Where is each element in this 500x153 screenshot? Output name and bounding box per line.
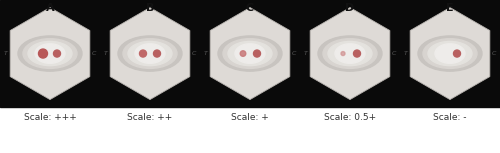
Ellipse shape (135, 44, 165, 63)
Text: A: A (46, 3, 54, 13)
Text: D: D (346, 3, 354, 13)
Text: Scale: +++: Scale: +++ (24, 113, 76, 122)
Ellipse shape (28, 41, 72, 66)
Ellipse shape (128, 41, 172, 66)
Ellipse shape (240, 51, 246, 56)
Text: T: T (304, 51, 308, 56)
Ellipse shape (254, 50, 260, 57)
Text: C: C (292, 51, 296, 56)
Text: Scale: +: Scale: + (231, 113, 269, 122)
Text: E: E (446, 3, 454, 13)
Text: B: B (146, 3, 154, 13)
Ellipse shape (118, 36, 182, 71)
Ellipse shape (328, 41, 372, 66)
Ellipse shape (335, 44, 365, 63)
Text: T: T (204, 51, 208, 56)
Ellipse shape (435, 44, 465, 63)
Text: C: C (246, 3, 254, 13)
Text: C: C (392, 51, 396, 56)
Text: Scale: 0.5+: Scale: 0.5+ (324, 113, 376, 122)
Ellipse shape (318, 36, 382, 71)
Ellipse shape (354, 50, 360, 57)
Text: C: C (192, 51, 196, 56)
Text: Scale: ++: Scale: ++ (128, 113, 172, 122)
Polygon shape (410, 7, 490, 100)
Text: T: T (404, 51, 408, 56)
Ellipse shape (423, 39, 477, 68)
Ellipse shape (428, 41, 472, 66)
Ellipse shape (235, 44, 265, 63)
Text: C: C (92, 51, 96, 56)
Ellipse shape (218, 36, 282, 71)
Ellipse shape (454, 50, 460, 57)
Bar (0, 0, 500, 107)
Ellipse shape (23, 39, 77, 68)
Text: T: T (104, 51, 108, 56)
Ellipse shape (418, 36, 482, 71)
Polygon shape (110, 7, 190, 100)
Polygon shape (10, 7, 90, 100)
Ellipse shape (223, 39, 277, 68)
Text: C: C (492, 51, 496, 56)
Ellipse shape (140, 50, 146, 57)
Ellipse shape (323, 39, 377, 68)
Polygon shape (210, 7, 290, 100)
Ellipse shape (35, 44, 65, 63)
Text: T: T (4, 51, 8, 56)
Polygon shape (310, 7, 390, 100)
Ellipse shape (54, 50, 60, 57)
Ellipse shape (154, 50, 160, 57)
Ellipse shape (341, 52, 345, 56)
Ellipse shape (18, 36, 82, 71)
Ellipse shape (38, 49, 48, 58)
Ellipse shape (228, 41, 272, 66)
Text: Scale: -: Scale: - (433, 113, 467, 122)
Ellipse shape (123, 39, 177, 68)
